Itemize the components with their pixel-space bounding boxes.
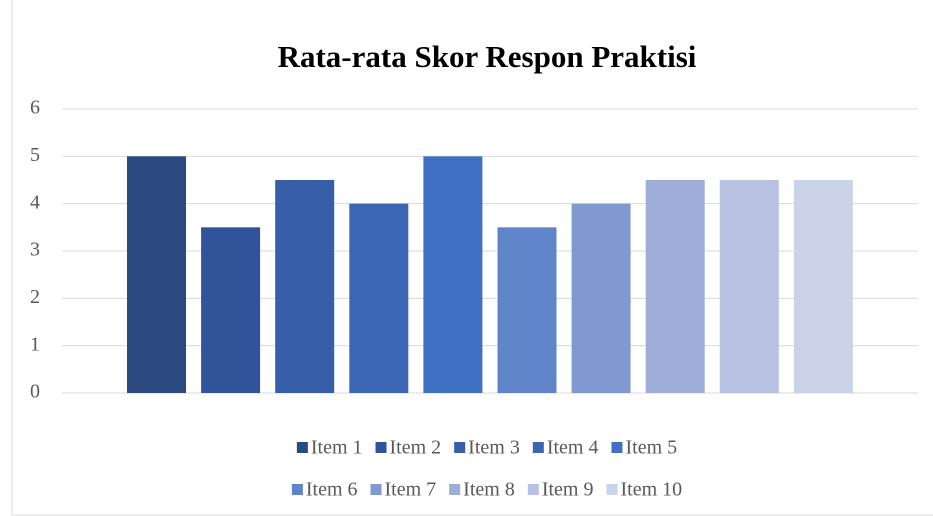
legend-label: Item 7	[385, 479, 437, 501]
legend-swatch	[291, 484, 303, 495]
bar	[719, 180, 779, 393]
legend-swatch	[296, 442, 308, 453]
bar	[645, 180, 705, 393]
y-tick-label: 4	[30, 191, 40, 213]
legend-swatch	[454, 442, 466, 453]
y-tick-label: 0	[30, 381, 40, 403]
legend-swatch	[611, 442, 623, 453]
legend-label: Item 10	[620, 479, 682, 501]
y-tick-label: 2	[30, 286, 40, 308]
chart-title: Rata-rata Skor Respon Praktisi	[278, 39, 697, 74]
legend-swatch	[370, 484, 382, 495]
legend-swatch	[606, 484, 618, 495]
bar	[349, 203, 409, 393]
legend-label: Item 9	[542, 479, 594, 501]
legend-label: Item 8	[463, 479, 515, 501]
bar	[275, 180, 335, 393]
legend-label: Item 5	[625, 437, 677, 459]
bar	[497, 227, 557, 393]
legend-swatch	[449, 484, 461, 495]
legend-label: Item 2	[390, 437, 442, 459]
bar	[423, 156, 483, 393]
chart-frame	[11, 0, 933, 516]
legend-swatch	[532, 442, 544, 453]
legend-swatch	[527, 484, 539, 495]
bar	[571, 203, 631, 393]
legend-swatch	[375, 442, 387, 453]
legend-label: Item 3	[468, 437, 520, 459]
bar	[201, 227, 261, 393]
legend-label: Item 6	[306, 479, 358, 501]
bar	[793, 180, 853, 393]
bar	[127, 156, 186, 393]
y-tick-label: 5	[30, 144, 40, 166]
y-tick-label: 6	[30, 97, 40, 119]
legend-label: Item 1	[311, 437, 363, 459]
y-tick-label: 1	[30, 333, 40, 355]
legend-label: Item 4	[547, 437, 599, 459]
y-tick-label: 3	[30, 239, 40, 261]
